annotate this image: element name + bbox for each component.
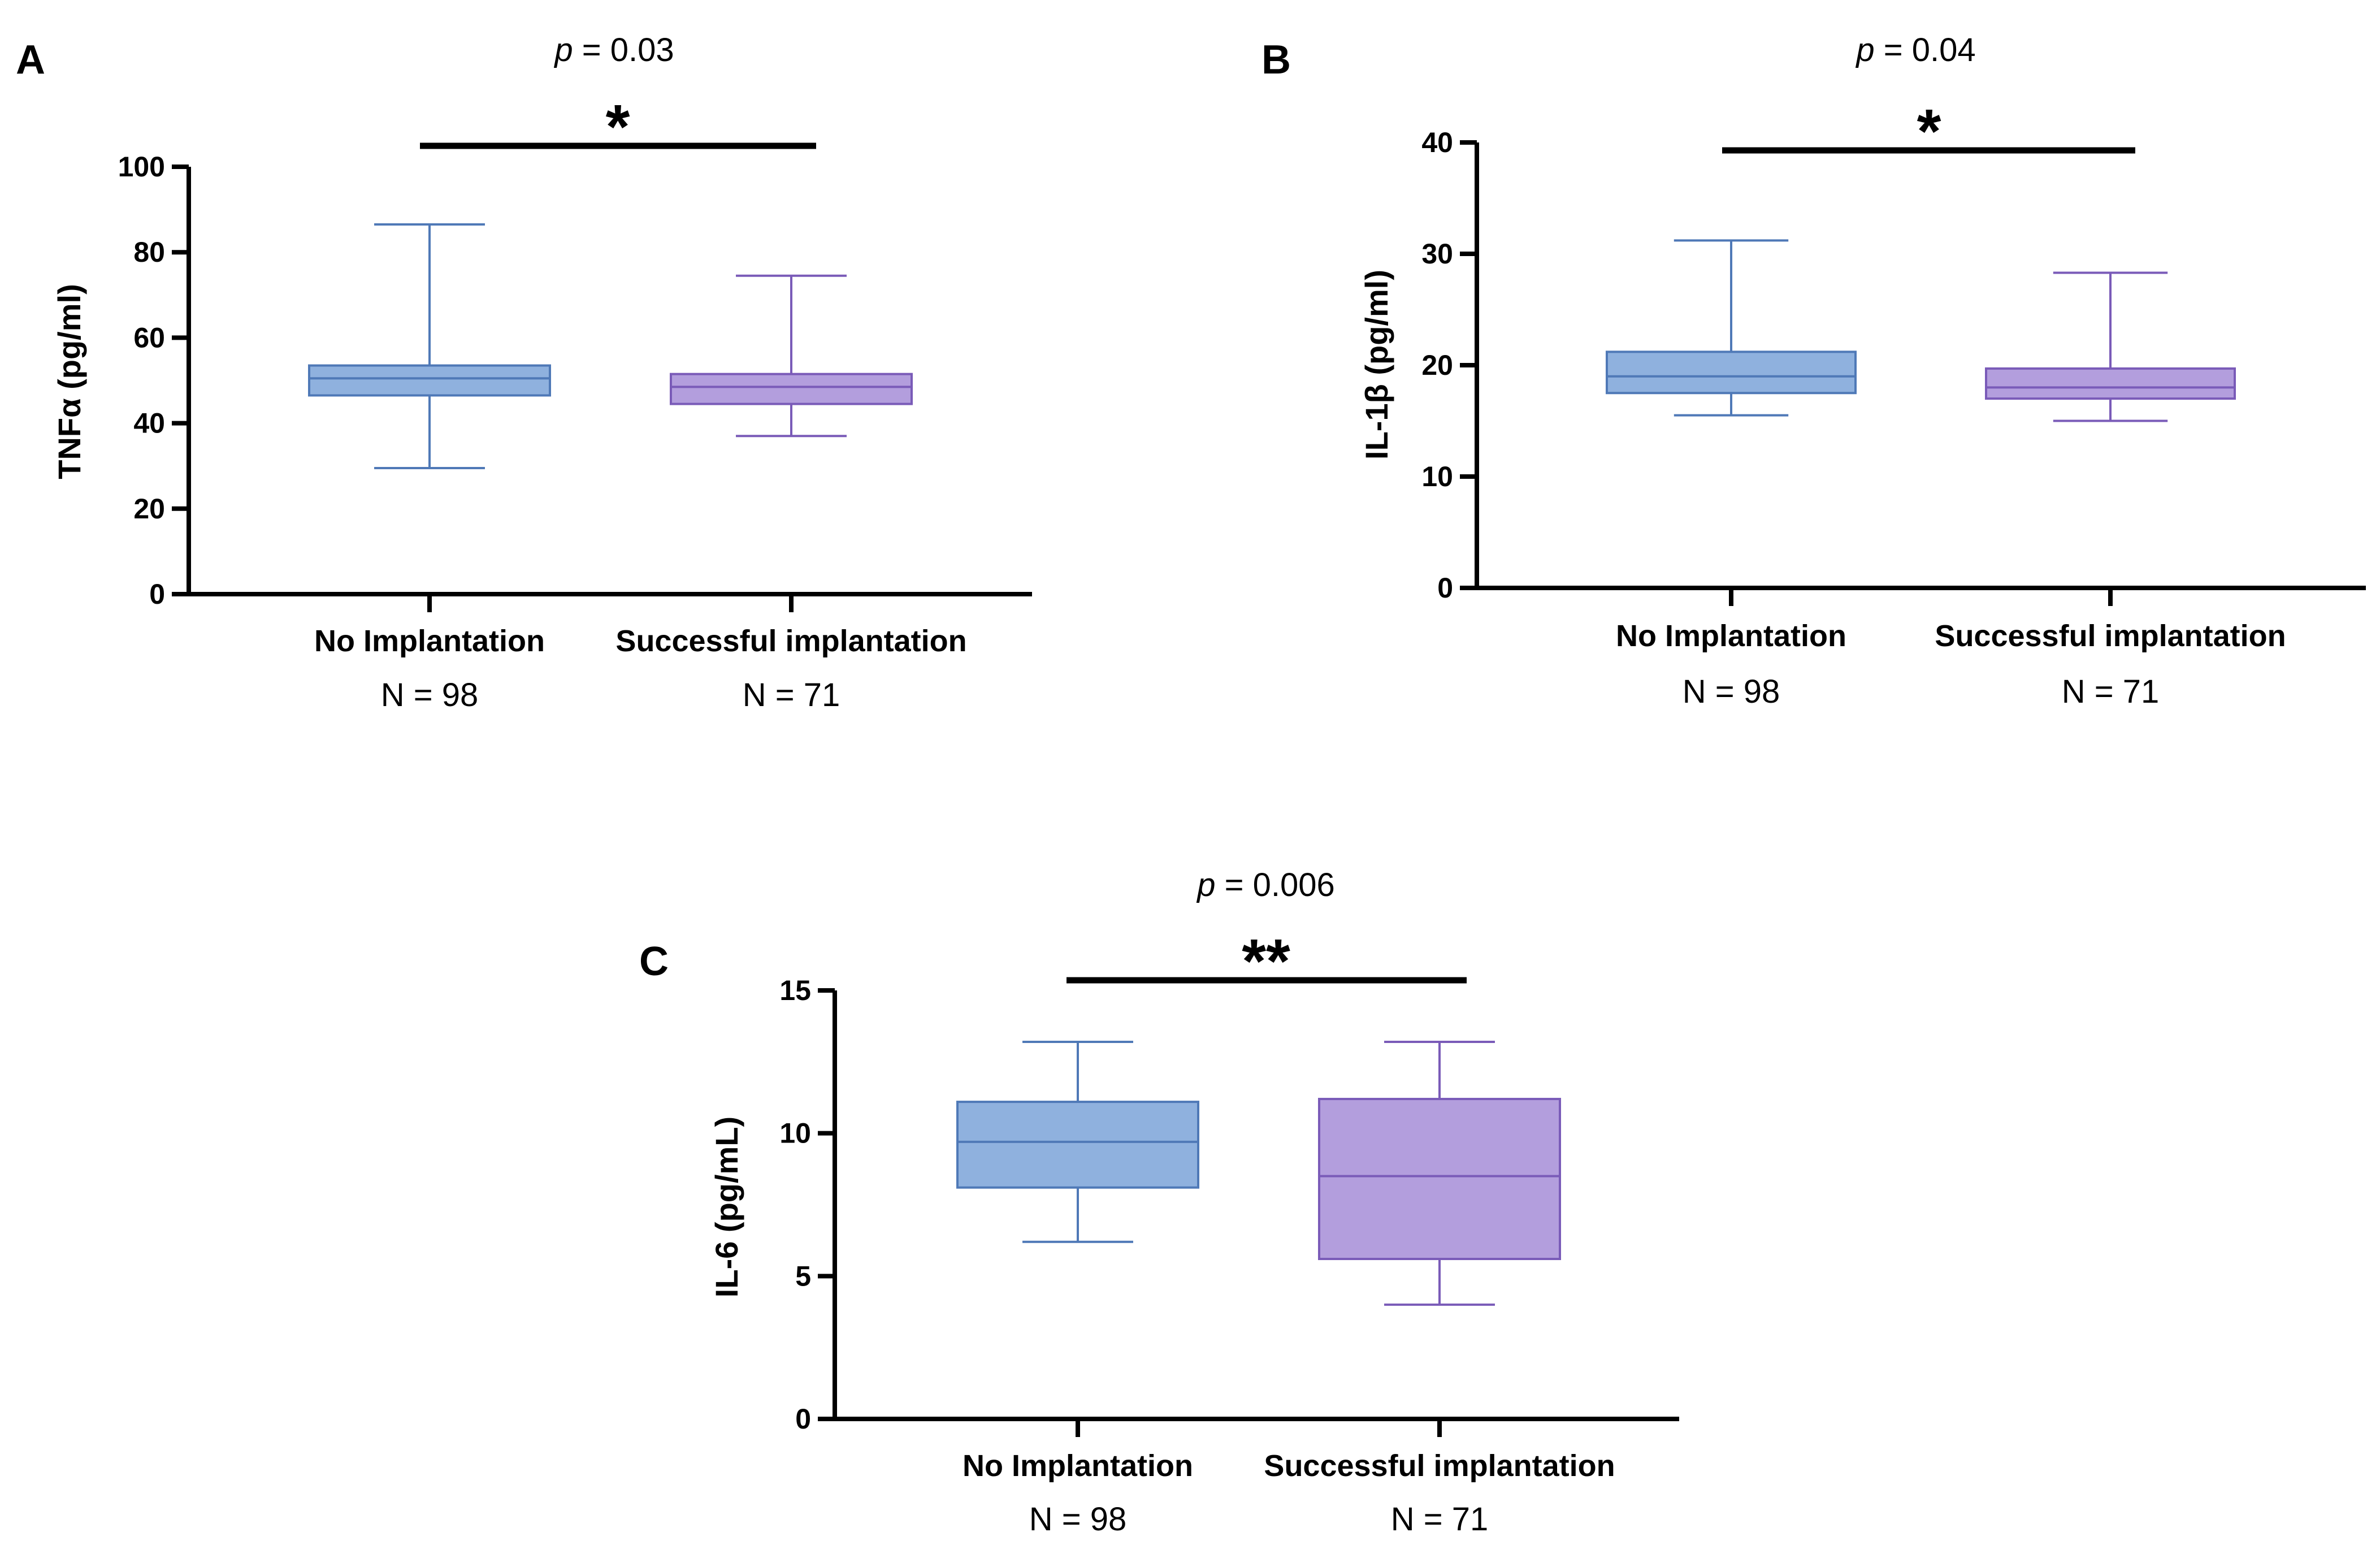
panel-c-n-no-implantation: N = 98 <box>1029 1501 1127 1538</box>
panel-a-p-value: p = 0.03 <box>553 32 674 68</box>
panel-a-y-tick-label: 40 <box>133 408 165 439</box>
panel-a-y-ticks: 0 20 40 60 80 100 <box>118 151 189 610</box>
panel-b-axes <box>1475 142 2366 590</box>
panel-c-no-implantation-box <box>956 1101 1199 1189</box>
panel-c-p-value: p = 0.006 <box>1196 867 1335 903</box>
panel-b-p-value: p = 0.04 <box>1855 32 1975 68</box>
panel-a-letter: A <box>16 37 45 83</box>
panel-c-n-successful: N = 71 <box>1391 1501 1489 1538</box>
panel-b-category-no-implantation: No Implantation <box>1616 619 1846 653</box>
panel-a-successful-box <box>670 373 913 405</box>
panel-c-y-tick-label: 0 <box>795 1403 811 1435</box>
panel-b-successful-box <box>1985 367 2236 400</box>
panel-b-y-tick-label: 0 <box>1437 572 1453 604</box>
panel-a-y-tick-label: 100 <box>118 151 165 183</box>
panel-b-n-no-implantation: N = 98 <box>1683 673 1780 710</box>
panel-c-boxes <box>956 1040 1561 1306</box>
panel-a-no-implantation-box <box>308 364 551 397</box>
panel-c-y-tick-label: 10 <box>779 1118 811 1149</box>
panel-a-y-tick-label: 20 <box>133 493 165 525</box>
panel-a: A p = 0.03 * TNFα (pg/ml) 0 20 40 60 80 100 N… <box>16 32 1032 713</box>
panel-a-y-axis-label: TNFα (pg/ml) <box>51 284 87 479</box>
panel-a-category-no-implantation: No Implantation <box>314 624 545 658</box>
panel-b-y-ticks: 0 10 20 30 40 <box>1421 127 1477 604</box>
panel-c-category-successful: Successful implantation <box>1264 1449 1615 1483</box>
panel-c-y-tick-label: 5 <box>795 1260 811 1292</box>
panel-b-n-successful: N = 71 <box>2062 673 2160 710</box>
panel-a-boxes <box>308 223 913 469</box>
panel-b-y-axis-label: IL-1β (pg/ml) <box>1359 270 1394 460</box>
panel-a-category-successful: Successful implantation <box>615 624 966 658</box>
panel-c-y-tick-label: 15 <box>779 975 811 1006</box>
panel-a-y-tick-label: 80 <box>133 236 165 268</box>
panel-c-axes <box>833 990 1679 1421</box>
panel-b-no-implantation-box <box>1606 350 1857 395</box>
panel-c-y-axis-label: IL-6 (pg/mL) <box>709 1116 744 1297</box>
panel-c: C p = 0.006 ** IL-6 (pg/mL) 0 5 10 15 No Im… <box>639 867 1679 1538</box>
panel-a-y-tick-label: 60 <box>133 322 165 353</box>
panel-a-n-no-implantation: N = 98 <box>381 677 479 713</box>
panel-b: B p = 0.04 * IL-1β (pg/ml) 0 10 20 30 40 No … <box>1261 32 2366 710</box>
panel-c-letter: C <box>639 939 669 984</box>
panel-c-y-ticks: 0 5 10 15 <box>779 975 835 1435</box>
panel-b-category-successful: Successful implantation <box>1935 619 2286 653</box>
panel-b-y-tick-label: 10 <box>1421 461 1453 492</box>
panel-a-axes <box>187 167 1032 596</box>
panel-a-y-tick-label: 0 <box>149 578 165 610</box>
panel-c-successful-box <box>1318 1098 1561 1261</box>
panel-b-letter: B <box>1261 37 1291 83</box>
panel-b-significance-star: * <box>1917 97 1941 166</box>
panel-b-boxes <box>1606 239 2236 422</box>
panel-c-category-no-implantation: No Implantation <box>963 1449 1193 1483</box>
panel-a-n-successful: N = 71 <box>743 677 840 713</box>
panel-b-y-tick-label: 30 <box>1421 238 1453 270</box>
panel-b-y-tick-label: 40 <box>1421 127 1453 158</box>
panel-a-significance-star: * <box>606 92 630 162</box>
panel-b-y-tick-label: 20 <box>1421 349 1453 381</box>
panel-c-significance-stars: ** <box>1242 927 1290 996</box>
